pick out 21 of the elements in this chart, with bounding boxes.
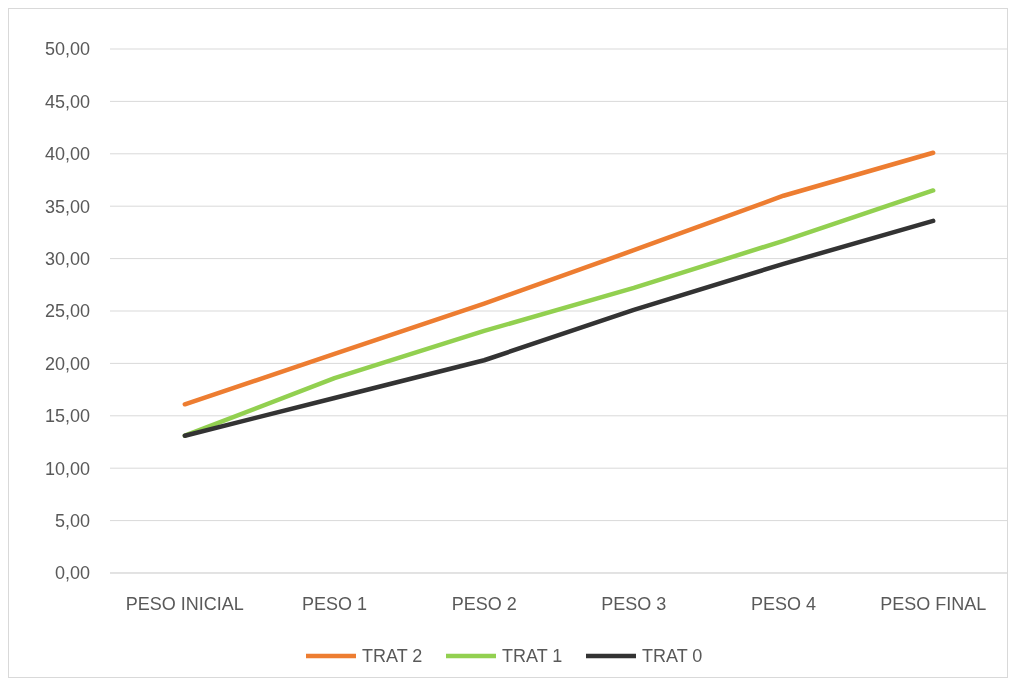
x-tick-label: PESO 2 <box>451 594 517 614</box>
y-tick-label: 20,00 <box>44 353 90 374</box>
y-tick-label: 5,00 <box>54 510 90 531</box>
line-series <box>182 150 936 407</box>
y-tick-label: 15,00 <box>44 406 90 427</box>
y-tick-label: 10,00 <box>44 458 90 479</box>
y-tick-label: 30,00 <box>44 248 90 269</box>
y-tick-label: 40,00 <box>44 144 90 165</box>
y-tick-label: 50,00 <box>44 39 90 60</box>
y-tick-label: 25,00 <box>44 301 90 322</box>
x-tick-label: PESO INICIAL <box>125 594 244 614</box>
y-tick-label: 0,00 <box>54 563 90 584</box>
x-tick-label: PESO 4 <box>750 594 817 614</box>
legend-label: TRAT 2 <box>362 646 423 667</box>
x-tick-label: PESO FINAL <box>880 594 987 614</box>
x-tick-label: PESO 1 <box>301 594 368 614</box>
y-tick-label: 35,00 <box>44 196 90 217</box>
x-tick-label: PESO 3 <box>601 594 667 614</box>
legend-label: TRAT 0 <box>642 646 703 667</box>
legend-label: TRAT 1 <box>502 646 563 667</box>
y-tick-label: 45,00 <box>44 91 90 112</box>
